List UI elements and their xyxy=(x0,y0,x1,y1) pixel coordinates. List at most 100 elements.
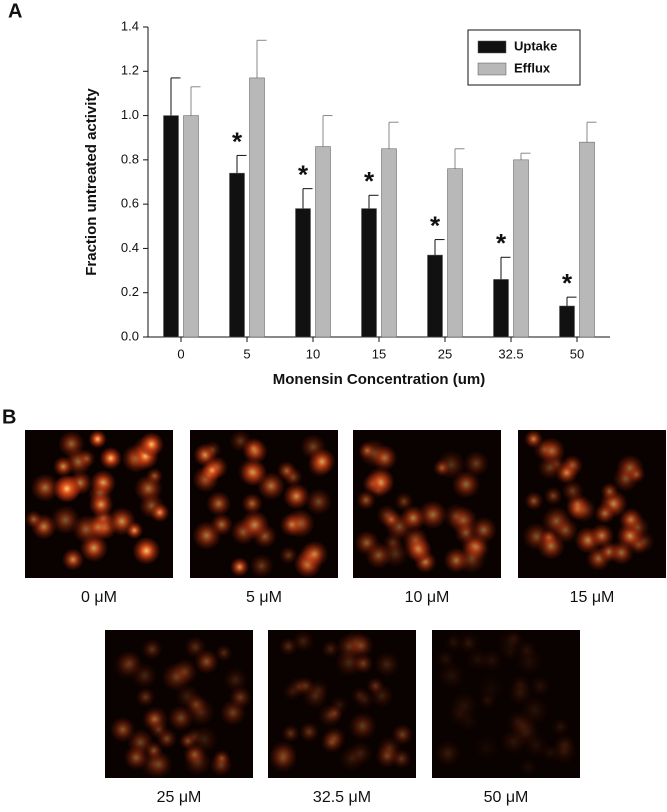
cell xyxy=(438,662,465,690)
cell xyxy=(551,718,570,736)
y-tick-label: 1.4 xyxy=(121,18,139,33)
cell xyxy=(62,548,84,571)
cell xyxy=(58,431,84,457)
cell xyxy=(78,450,96,468)
cell xyxy=(230,557,249,577)
cell xyxy=(349,633,374,658)
image-caption: 32.5 μM xyxy=(313,789,371,806)
micrograph xyxy=(353,430,501,578)
bar xyxy=(315,146,331,338)
cell xyxy=(627,465,646,484)
cell xyxy=(25,510,43,528)
significance-marker: * xyxy=(496,228,507,258)
cell xyxy=(356,490,376,510)
cell xyxy=(53,456,73,477)
cell xyxy=(257,472,285,500)
cell xyxy=(392,724,413,745)
cell xyxy=(436,741,460,765)
significance-marker: * xyxy=(562,268,573,298)
cell xyxy=(339,746,364,771)
micrograph xyxy=(268,630,416,778)
cell xyxy=(149,720,168,739)
cell xyxy=(204,441,222,459)
legend-label: Efflux xyxy=(514,60,551,75)
x-axis-title: Monensin Concentration (um) xyxy=(273,371,486,388)
y-tick-label: 0.8 xyxy=(121,151,139,166)
cell xyxy=(185,693,207,716)
cell xyxy=(240,510,269,539)
cell xyxy=(289,677,309,697)
cell xyxy=(283,483,310,509)
x-tick-label: 5 xyxy=(243,346,250,361)
cell xyxy=(126,522,143,539)
cell xyxy=(524,733,549,758)
cell xyxy=(368,470,394,496)
legend-swatch xyxy=(477,40,507,54)
cell xyxy=(404,535,431,562)
cell xyxy=(471,517,497,543)
cell xyxy=(381,509,401,529)
cell xyxy=(301,541,328,568)
cell xyxy=(229,686,252,709)
significance-marker: * xyxy=(232,126,243,156)
cell xyxy=(609,540,634,565)
cell xyxy=(554,734,576,756)
cell xyxy=(250,554,273,578)
cell xyxy=(168,705,194,731)
cell xyxy=(460,635,477,652)
significance-marker: * xyxy=(430,210,441,240)
cell xyxy=(419,500,447,529)
cell xyxy=(110,717,135,742)
cell xyxy=(201,459,223,481)
y-tick-label: 0.6 xyxy=(121,196,139,211)
micrograph xyxy=(105,630,253,778)
cell xyxy=(395,492,413,511)
image-caption: 5 μM xyxy=(246,589,282,606)
cell xyxy=(299,722,319,742)
bar xyxy=(579,141,595,338)
cell xyxy=(277,461,296,480)
cell xyxy=(215,644,233,662)
bar xyxy=(427,254,443,338)
cell xyxy=(162,663,191,692)
cell xyxy=(326,705,343,722)
bar xyxy=(249,77,265,338)
cell xyxy=(185,727,203,746)
cell xyxy=(457,545,486,573)
image-caption: 25 μM xyxy=(157,789,202,806)
cell xyxy=(303,683,328,709)
y-tick-label: 0.0 xyxy=(121,328,139,343)
significance-marker: * xyxy=(298,160,309,190)
image-caption: 15 μM xyxy=(570,589,615,606)
cell xyxy=(292,630,314,652)
bar xyxy=(381,148,397,338)
cell xyxy=(279,637,298,656)
cell xyxy=(238,458,265,486)
cell xyxy=(544,487,562,505)
cell xyxy=(142,639,162,660)
cell xyxy=(51,505,80,534)
cell xyxy=(117,651,142,676)
cell xyxy=(133,537,160,565)
x-tick-label: 32.5 xyxy=(498,346,523,361)
cell xyxy=(358,442,376,459)
cell xyxy=(146,751,173,778)
bar xyxy=(513,159,529,338)
bar xyxy=(361,208,377,338)
cell xyxy=(282,724,300,742)
legend-swatch xyxy=(477,62,507,76)
cell xyxy=(321,731,342,753)
cell xyxy=(400,505,426,531)
cell xyxy=(562,480,583,502)
cell xyxy=(349,712,376,740)
cell xyxy=(31,474,59,502)
micrograph xyxy=(190,430,338,578)
cell xyxy=(594,503,615,524)
cell xyxy=(88,430,107,448)
micrograph xyxy=(25,430,173,578)
cell xyxy=(223,668,247,692)
cell xyxy=(479,692,496,709)
x-tick-label: 10 xyxy=(306,346,320,361)
significance-marker: * xyxy=(364,166,375,196)
